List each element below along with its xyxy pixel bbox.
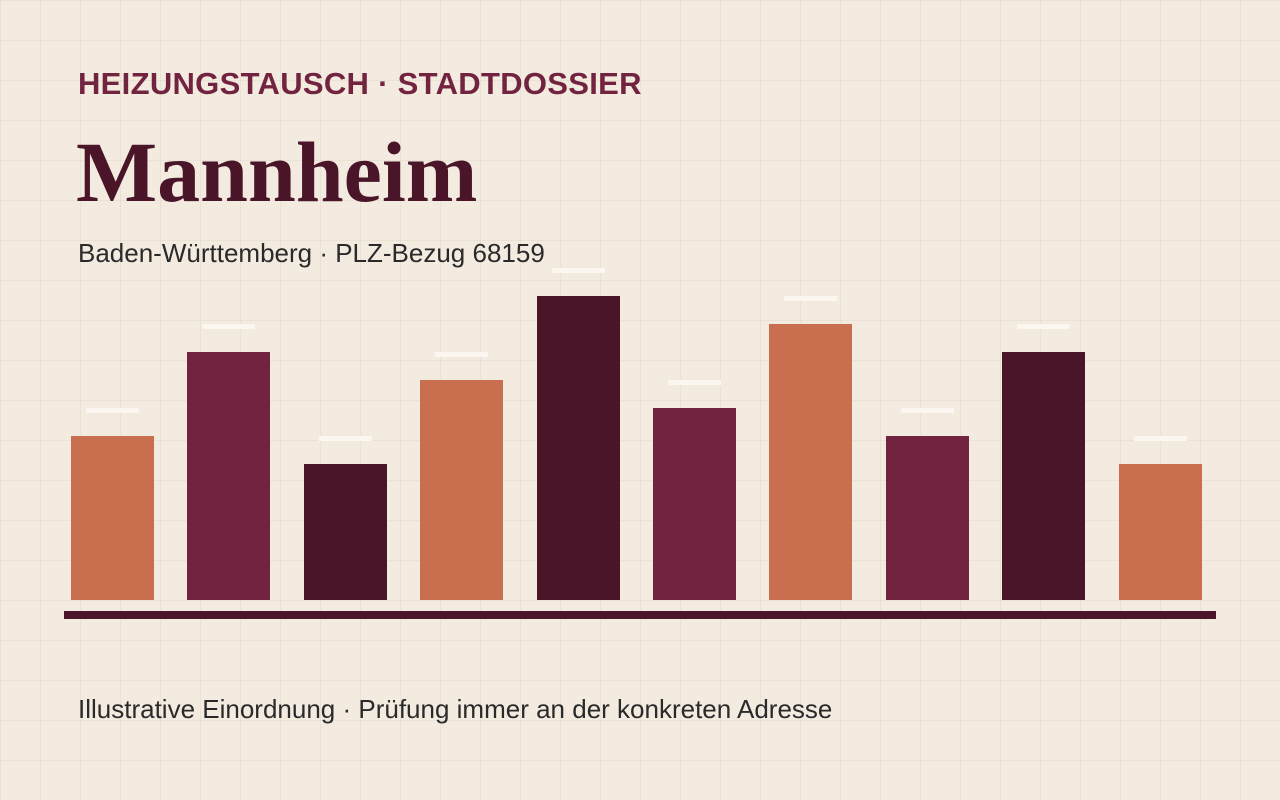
title: Mannheim [76, 124, 478, 220]
baseline [64, 611, 1216, 619]
bar [769, 324, 852, 600]
bar-cap [202, 324, 255, 329]
bars [71, 296, 1202, 600]
bar-cap [668, 380, 721, 385]
subtitle: Baden-Württemberg · PLZ-Bezug 68159 [78, 238, 545, 268]
bar-cap [1017, 324, 1070, 329]
bar [71, 436, 154, 600]
bar-caps [86, 268, 1187, 441]
bar-cap [435, 352, 488, 357]
bar-cap [901, 408, 954, 413]
bar [187, 352, 270, 600]
bar-cap [784, 296, 837, 301]
kicker: HEIZUNGSTAUSCH · STADTDOSSIER [78, 66, 642, 101]
bar [304, 464, 387, 600]
bar-cap [319, 436, 372, 441]
bar-cap [86, 408, 139, 413]
footer-note: Illustrative Einordnung · Prüfung immer … [78, 694, 833, 724]
bar [1002, 352, 1085, 600]
bar-cap [1134, 436, 1187, 441]
bar [420, 380, 503, 600]
bar-cap [552, 268, 605, 273]
bar [886, 436, 969, 600]
bar [537, 296, 620, 600]
bar [653, 408, 736, 600]
bar [1119, 464, 1202, 600]
